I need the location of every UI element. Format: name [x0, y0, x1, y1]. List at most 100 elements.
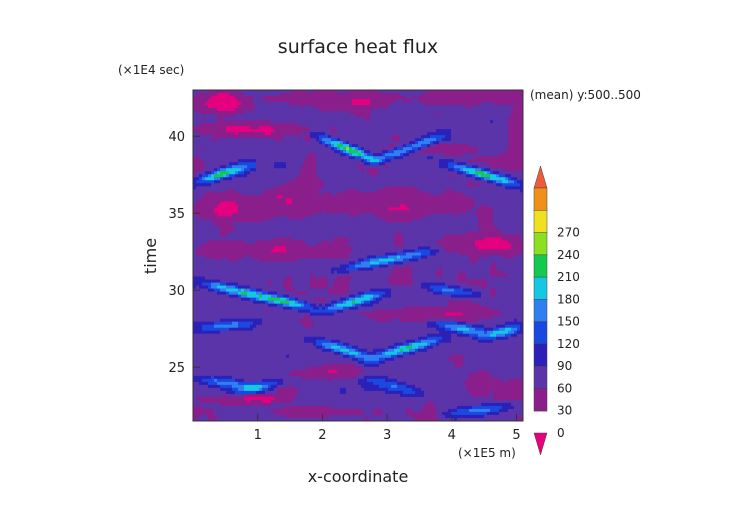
- heatmap-cell: [217, 111, 221, 115]
- heatmap-cell: [289, 99, 293, 103]
- heatmap-cell: [472, 132, 476, 136]
- heatmap-cell: [520, 168, 523, 172]
- heatmap-cell: [265, 99, 269, 103]
- heatmap-cell: [199, 135, 203, 139]
- heatmap-cell: [487, 141, 491, 145]
- heatmap-cell: [514, 96, 518, 100]
- heatmap-cell: [313, 129, 317, 133]
- heatmap-cell: [217, 120, 221, 124]
- heatmap-cell: [439, 114, 443, 118]
- heatmap-cell: [370, 90, 374, 94]
- heatmap-cell: [226, 90, 230, 94]
- heatmap-cell: [394, 144, 398, 148]
- heatmap-cell: [352, 99, 356, 103]
- heatmap-cell: [235, 150, 239, 154]
- heatmap-cell: [295, 96, 299, 100]
- heatmap-cell: [223, 168, 227, 172]
- heatmap-cell: [307, 99, 311, 103]
- heatmap-cell: [214, 129, 218, 133]
- heatmap-cell: [358, 120, 362, 124]
- heatmap-cell: [286, 96, 290, 100]
- heatmap-cell: [262, 126, 266, 130]
- heatmap-cell: [346, 171, 350, 175]
- heatmap-cell: [490, 138, 494, 142]
- heatmap-cell: [511, 108, 515, 112]
- heatmap-cell: [223, 111, 227, 115]
- heatmap-cell: [445, 108, 449, 112]
- heatmap-cell: [211, 93, 215, 97]
- heatmap-cell: [430, 144, 434, 148]
- heatmap-cell: [295, 165, 299, 169]
- heatmap-cell: [499, 123, 503, 127]
- heatmap-cell: [427, 117, 431, 121]
- heatmap-cell: [352, 120, 356, 124]
- heatmap-cell: [274, 150, 278, 154]
- heatmap-cell: [268, 111, 272, 115]
- heatmap-cell: [448, 96, 452, 100]
- heatmap-cell: [433, 153, 437, 157]
- heatmap-cell: [307, 117, 311, 121]
- heatmap-cell: [217, 93, 221, 97]
- heatmap-cell: [505, 102, 509, 106]
- heatmap-cell: [316, 99, 320, 103]
- heatmap-cell: [505, 123, 509, 127]
- heatmap-cell: [295, 141, 299, 145]
- heatmap-cell: [379, 129, 383, 133]
- heatmap-cell: [241, 117, 245, 121]
- heatmap-cell: [214, 126, 218, 130]
- heatmap-cell: [211, 120, 215, 124]
- heatmap-cell: [493, 120, 497, 124]
- heatmap-cell: [469, 135, 473, 139]
- heatmap-cell: [304, 132, 308, 136]
- heatmap-cell: [274, 111, 278, 115]
- heatmap-cell: [256, 150, 260, 154]
- heatmap-cell: [448, 111, 452, 115]
- heatmap-cell: [262, 144, 266, 148]
- heatmap-cell: [217, 168, 221, 172]
- heatmap-cell: [235, 171, 239, 175]
- heatmap-cell: [319, 159, 323, 163]
- heatmap-cell: [424, 141, 428, 145]
- heatmap-cell: [370, 162, 374, 166]
- heatmap-cell: [223, 105, 227, 109]
- heatmap-cell: [454, 96, 458, 100]
- heatmap-cell: [280, 99, 284, 103]
- heatmap-cell: [385, 93, 389, 97]
- heatmap-cell: [376, 135, 380, 139]
- heatmap-cell: [295, 129, 299, 133]
- heatmap-cell: [502, 96, 506, 100]
- heatmap-cell: [304, 171, 308, 175]
- heatmap-cell: [424, 138, 428, 142]
- heatmap-cell: [202, 144, 206, 148]
- heatmap-cell: [310, 129, 314, 133]
- heatmap-cell: [277, 117, 281, 121]
- heatmap-cell: [439, 144, 443, 148]
- heatmap-cell: [352, 117, 356, 121]
- heatmap-cell: [403, 135, 407, 139]
- heatmap-cell: [448, 147, 452, 151]
- heatmap-cell: [496, 105, 500, 109]
- heatmap-cell: [499, 159, 503, 163]
- heatmap-cell: [379, 141, 383, 145]
- heatmap-cell: [355, 117, 359, 121]
- heatmap-cell: [289, 153, 293, 157]
- heatmap-cell: [442, 150, 446, 154]
- heatmap-cell: [199, 111, 203, 115]
- heatmap-cell: [292, 159, 296, 163]
- heatmap-cell: [427, 96, 431, 100]
- heatmap-cell: [280, 129, 284, 133]
- heatmap-cell: [343, 141, 347, 145]
- heatmap-cell: [214, 171, 218, 175]
- heatmap-cell: [331, 150, 335, 154]
- heatmap-cell: [289, 159, 293, 163]
- heatmap-cell: [436, 93, 440, 97]
- heatmap-cell: [355, 132, 359, 136]
- heatmap-cell: [460, 126, 464, 130]
- heatmap-cell: [298, 165, 302, 169]
- heatmap-cell: [250, 114, 254, 118]
- heatmap-cell: [442, 153, 446, 157]
- heatmap-cell: [340, 111, 344, 115]
- heatmap-cell: [490, 99, 494, 103]
- heatmap-cell: [361, 135, 365, 139]
- heatmap-cell: [409, 111, 413, 115]
